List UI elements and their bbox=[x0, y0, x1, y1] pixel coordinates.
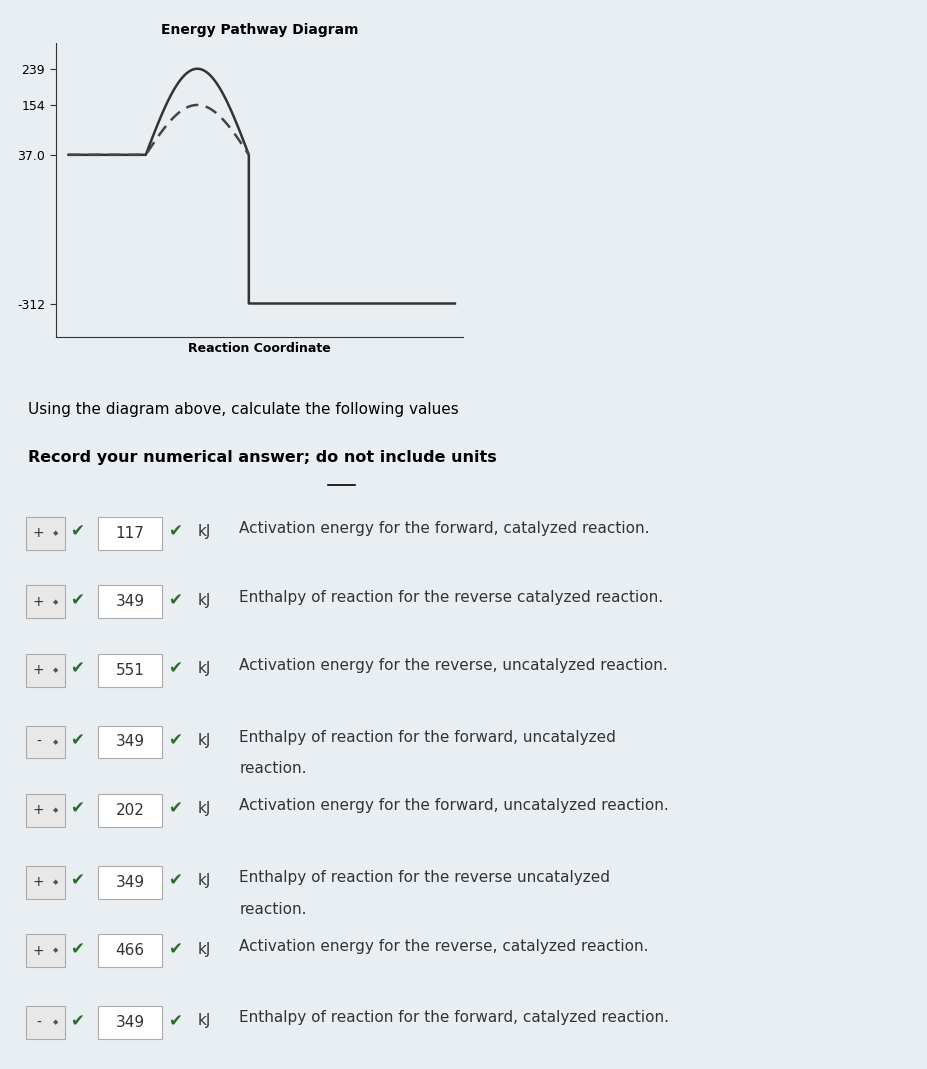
Text: ✔: ✔ bbox=[168, 731, 182, 749]
Text: kJ: kJ bbox=[197, 1013, 210, 1028]
FancyBboxPatch shape bbox=[26, 794, 65, 826]
FancyBboxPatch shape bbox=[98, 726, 162, 758]
Text: +: + bbox=[32, 876, 44, 889]
Text: ✔: ✔ bbox=[168, 1012, 182, 1029]
Text: ◆: ◆ bbox=[53, 667, 58, 673]
Text: 349: 349 bbox=[116, 874, 145, 889]
FancyBboxPatch shape bbox=[26, 1006, 65, 1039]
Text: Activation energy for the reverse, catalyzed reaction.: Activation energy for the reverse, catal… bbox=[239, 939, 649, 954]
Text: kJ: kJ bbox=[197, 661, 210, 676]
Text: ✔: ✔ bbox=[70, 1012, 84, 1029]
FancyBboxPatch shape bbox=[26, 726, 65, 758]
FancyBboxPatch shape bbox=[98, 794, 162, 826]
FancyBboxPatch shape bbox=[26, 866, 65, 899]
Text: ◆: ◆ bbox=[53, 807, 58, 814]
Text: +: + bbox=[32, 804, 44, 818]
Text: 349: 349 bbox=[116, 734, 145, 749]
FancyBboxPatch shape bbox=[98, 654, 162, 686]
Text: reaction.: reaction. bbox=[239, 761, 307, 776]
Text: kJ: kJ bbox=[197, 873, 210, 888]
FancyBboxPatch shape bbox=[98, 1006, 162, 1039]
Text: ✔: ✔ bbox=[168, 871, 182, 889]
X-axis label: Reaction Coordinate: Reaction Coordinate bbox=[188, 342, 331, 355]
Text: ✔: ✔ bbox=[70, 523, 84, 541]
Text: kJ: kJ bbox=[197, 592, 210, 607]
Text: -: - bbox=[36, 1016, 41, 1029]
Text: Enthalpy of reaction for the reverse uncatalyzed: Enthalpy of reaction for the reverse unc… bbox=[239, 870, 610, 885]
Text: ◆: ◆ bbox=[53, 530, 58, 537]
Text: ✔: ✔ bbox=[168, 800, 182, 818]
Text: Activation energy for the forward, catalyzed reaction.: Activation energy for the forward, catal… bbox=[239, 522, 650, 537]
Text: ✔: ✔ bbox=[70, 871, 84, 889]
FancyBboxPatch shape bbox=[26, 586, 65, 618]
FancyBboxPatch shape bbox=[98, 934, 162, 967]
Text: Enthalpy of reaction for the forward, catalyzed reaction.: Enthalpy of reaction for the forward, ca… bbox=[239, 1010, 669, 1025]
Text: ✔: ✔ bbox=[70, 591, 84, 609]
Text: 202: 202 bbox=[116, 803, 145, 818]
Text: Using the diagram above, calculate the following values: Using the diagram above, calculate the f… bbox=[28, 402, 459, 417]
FancyBboxPatch shape bbox=[26, 517, 65, 549]
FancyBboxPatch shape bbox=[26, 934, 65, 967]
Text: ✔: ✔ bbox=[70, 731, 84, 749]
Text: reaction.: reaction. bbox=[239, 901, 307, 916]
Text: 117: 117 bbox=[116, 526, 145, 541]
Text: ✔: ✔ bbox=[168, 523, 182, 541]
Text: ◆: ◆ bbox=[53, 947, 58, 954]
Text: Enthalpy of reaction for the forward, uncatalyzed: Enthalpy of reaction for the forward, un… bbox=[239, 730, 616, 745]
Text: 551: 551 bbox=[116, 663, 145, 678]
Text: Enthalpy of reaction for the reverse catalyzed reaction.: Enthalpy of reaction for the reverse cat… bbox=[239, 590, 664, 605]
Text: 349: 349 bbox=[116, 1014, 145, 1029]
Text: kJ: kJ bbox=[197, 524, 210, 539]
Text: ◆: ◆ bbox=[53, 599, 58, 605]
Text: +: + bbox=[32, 594, 44, 608]
Text: ◆: ◆ bbox=[53, 739, 58, 745]
Text: ◆: ◆ bbox=[53, 1020, 58, 1025]
Text: +: + bbox=[32, 663, 44, 677]
Text: ✔: ✔ bbox=[70, 660, 84, 678]
FancyBboxPatch shape bbox=[98, 517, 162, 549]
Text: kJ: kJ bbox=[197, 802, 210, 817]
Text: ◆: ◆ bbox=[53, 879, 58, 885]
Text: ✔: ✔ bbox=[70, 940, 84, 958]
FancyBboxPatch shape bbox=[26, 654, 65, 686]
FancyBboxPatch shape bbox=[98, 586, 162, 618]
Text: ✔: ✔ bbox=[70, 800, 84, 818]
Text: Activation energy for the reverse, uncatalyzed reaction.: Activation energy for the reverse, uncat… bbox=[239, 659, 668, 673]
Text: kJ: kJ bbox=[197, 942, 210, 957]
Text: ✔: ✔ bbox=[168, 940, 182, 958]
Text: -: - bbox=[36, 735, 41, 749]
Text: ✔: ✔ bbox=[168, 660, 182, 678]
Text: Activation energy for the forward, uncatalyzed reaction.: Activation energy for the forward, uncat… bbox=[239, 799, 669, 814]
Text: +: + bbox=[32, 944, 44, 958]
Text: kJ: kJ bbox=[197, 733, 210, 748]
Text: 349: 349 bbox=[116, 594, 145, 609]
Title: Energy Pathway Diagram: Energy Pathway Diagram bbox=[160, 24, 359, 37]
FancyBboxPatch shape bbox=[98, 866, 162, 899]
Text: Record your numerical answer; do not include units: Record your numerical answer; do not inc… bbox=[28, 450, 497, 465]
Text: 466: 466 bbox=[116, 943, 145, 958]
Text: +: + bbox=[32, 526, 44, 540]
Text: ✔: ✔ bbox=[168, 591, 182, 609]
